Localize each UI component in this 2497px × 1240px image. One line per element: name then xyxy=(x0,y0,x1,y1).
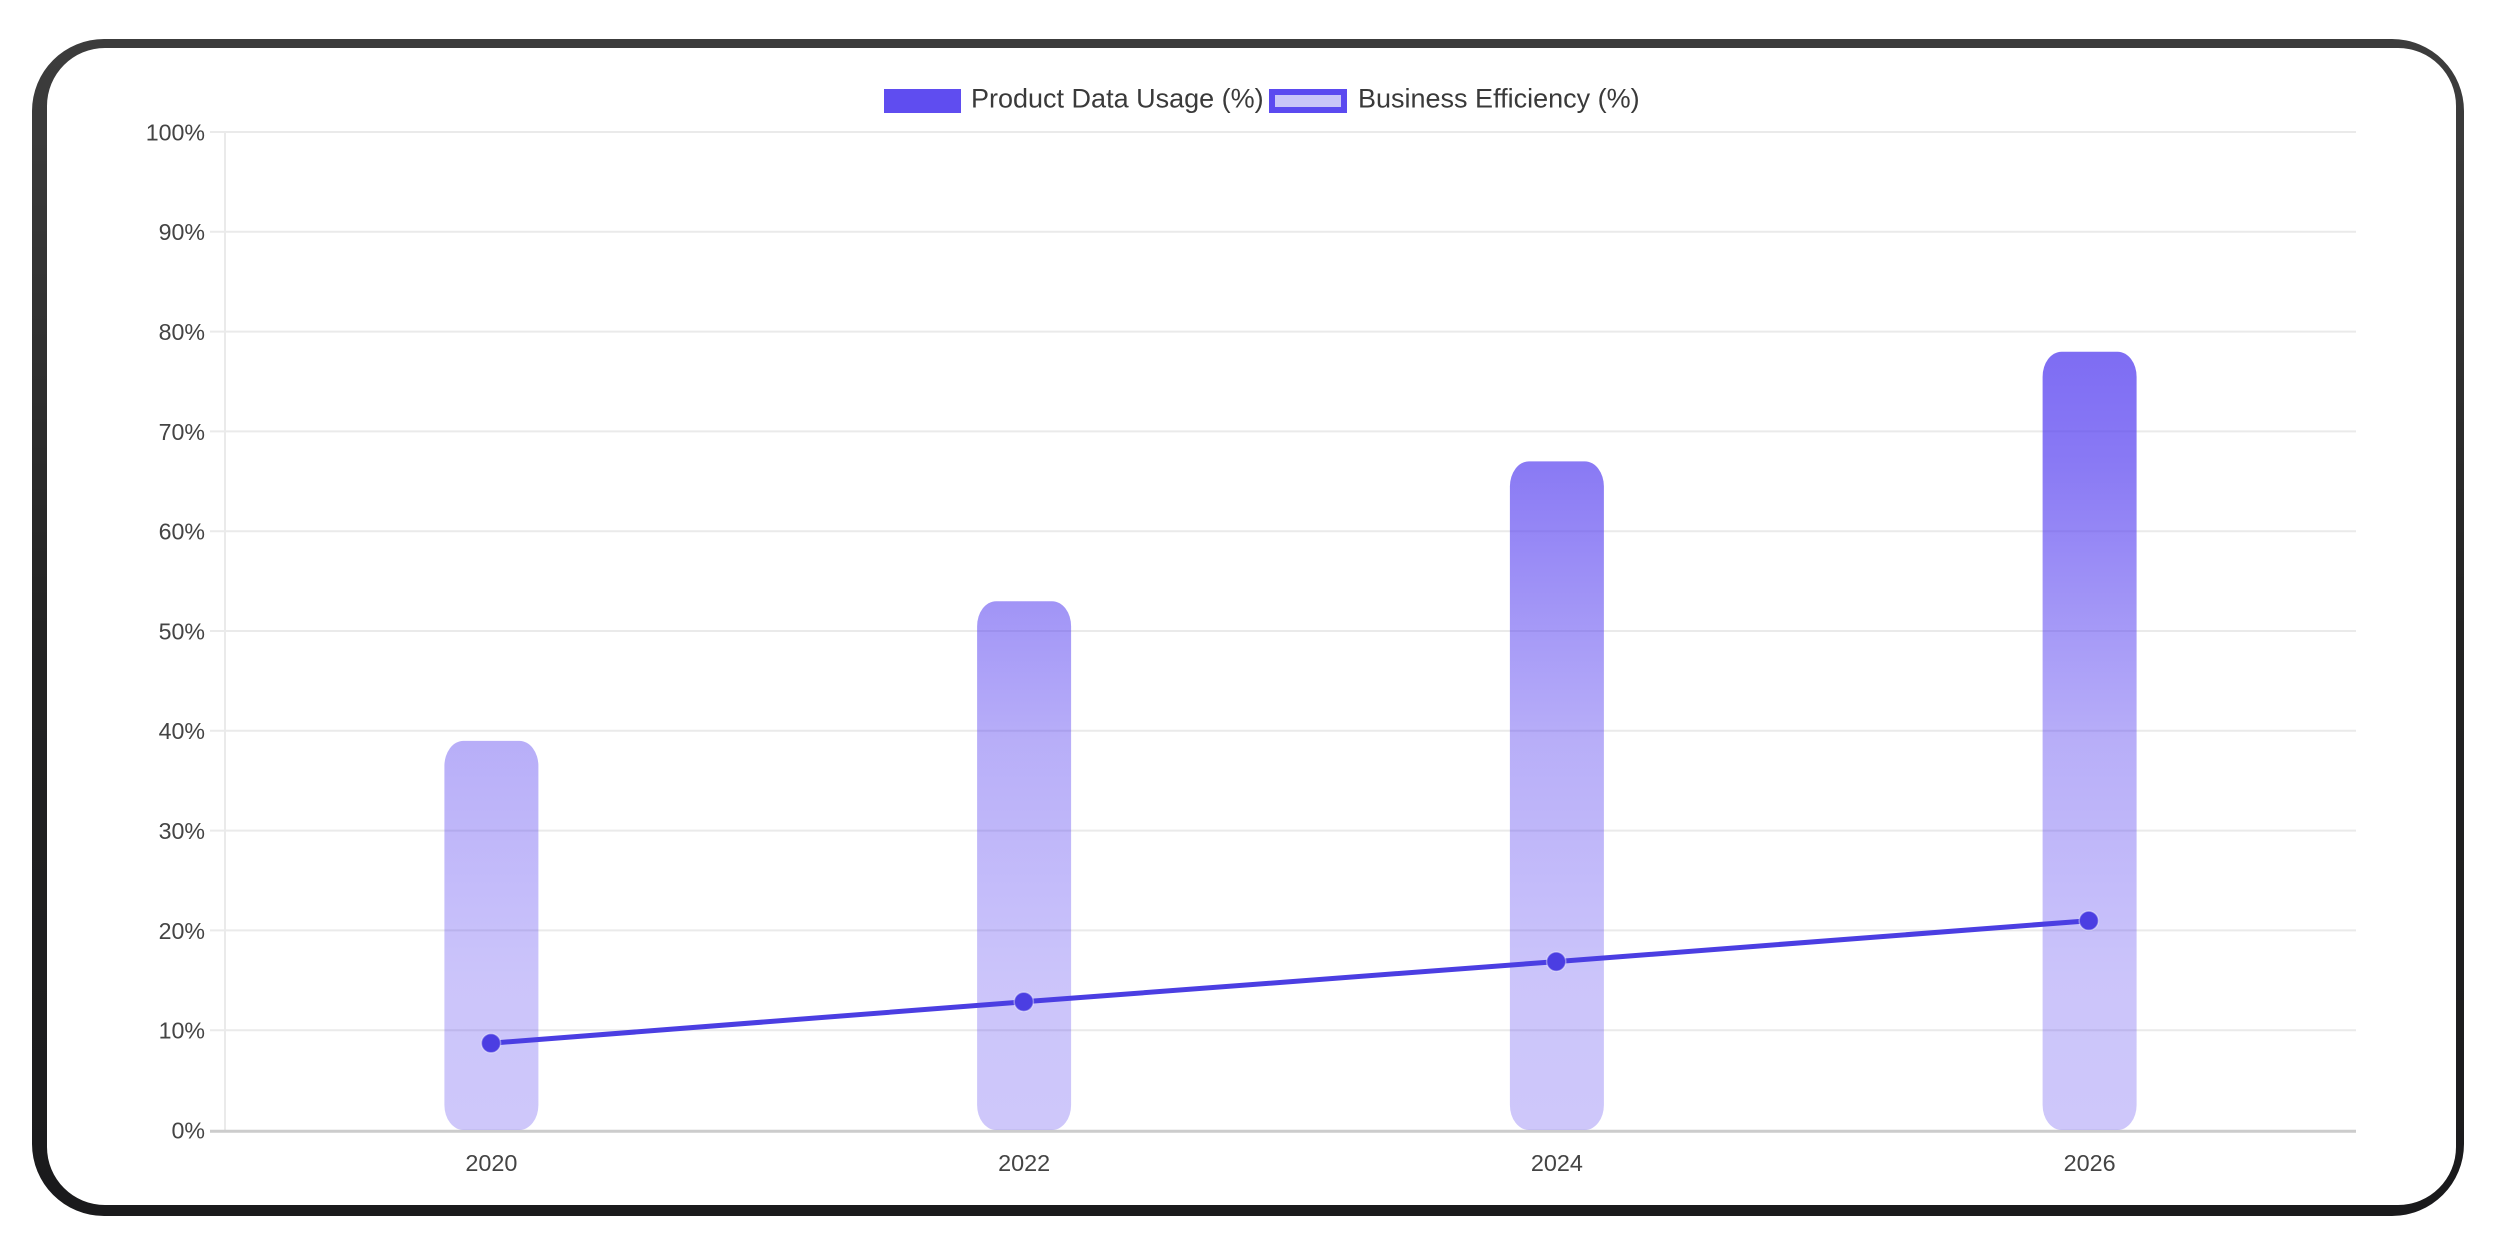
svg-text:Business Efficiency (%): Business Efficiency (%) xyxy=(1358,84,1640,114)
svg-text:50%: 50% xyxy=(159,618,205,644)
svg-text:20%: 20% xyxy=(159,918,205,944)
svg-text:60%: 60% xyxy=(159,519,205,545)
svg-text:90%: 90% xyxy=(159,219,205,245)
svg-text:Product Data Usage (%): Product Data Usage (%) xyxy=(971,84,1264,114)
svg-text:2022: 2022 xyxy=(998,1150,1050,1176)
svg-text:2026: 2026 xyxy=(2064,1150,2116,1176)
svg-text:30%: 30% xyxy=(159,818,205,844)
svg-text:100%: 100% xyxy=(146,119,205,145)
svg-text:10%: 10% xyxy=(159,1018,205,1044)
svg-text:2020: 2020 xyxy=(465,1150,517,1176)
svg-text:70%: 70% xyxy=(159,419,205,445)
svg-text:0%: 0% xyxy=(171,1117,205,1143)
svg-text:40%: 40% xyxy=(159,718,205,744)
svg-text:80%: 80% xyxy=(159,319,205,345)
svg-text:2024: 2024 xyxy=(1531,1150,1583,1176)
